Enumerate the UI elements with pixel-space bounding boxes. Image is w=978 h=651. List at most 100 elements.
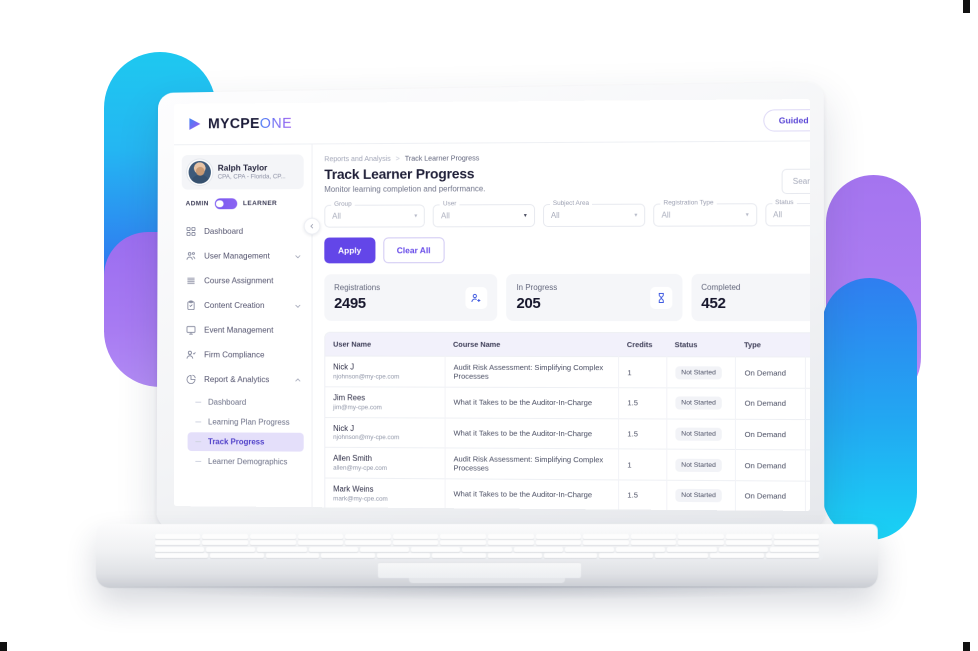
- sidebar-subitem-label: Learner Demographics: [208, 457, 288, 467]
- filter-subject-area[interactable]: Subject Area All ▾: [542, 199, 646, 228]
- switch-knob: [216, 199, 224, 208]
- grid-icon: [186, 226, 197, 237]
- tree-dash-icon: [195, 421, 202, 423]
- cell-type: On Demand: [735, 356, 806, 389]
- cell-credits: 1: [618, 448, 667, 481]
- cell-credits: 1.5: [618, 418, 667, 450]
- chevron-down-icon: [294, 252, 302, 260]
- column-header-course-name[interactable]: Course Name: [445, 332, 619, 357]
- filter-user[interactable]: User All ▾: [433, 200, 535, 228]
- profile-name: Ralph Taylor: [217, 162, 268, 173]
- column-header-user-name[interactable]: User Name: [325, 332, 446, 357]
- list-icon: [186, 275, 197, 286]
- status-badge: Not Started: [675, 489, 722, 503]
- filter-registration-type[interactable]: Registration Type All ▾: [653, 199, 757, 227]
- sidebar-subitem-label: Track Progress: [208, 437, 265, 447]
- users-icon: [186, 251, 197, 262]
- search-input[interactable]: Search: [781, 168, 811, 195]
- cell-course-name: What it Takes to be the Auditor-In-Charg…: [445, 387, 619, 419]
- sidebar-item-content-creation[interactable]: Content Creation: [174, 293, 312, 318]
- stat-label: Completed: [701, 282, 741, 292]
- brand-logo[interactable]: MYCPEONE: [188, 115, 292, 132]
- column-header-type[interactable]: Type: [735, 333, 806, 357]
- sidebar-subitem-learner-demographics[interactable]: Learner Demographics: [188, 452, 304, 471]
- table-row[interactable]: Jim Rees jim@my-cpe.com What it Takes to …: [325, 386, 811, 420]
- filter-group[interactable]: Group All ▾: [324, 200, 426, 228]
- sidebar-item-event-management[interactable]: Event Management: [174, 318, 312, 343]
- filter-value: All: [661, 210, 671, 220]
- filter-value: All: [332, 211, 341, 221]
- page-header-row: Track Learner Progress Monitor learning …: [324, 160, 811, 196]
- sidebar-item-label: Report & Analytics: [204, 375, 270, 385]
- sidebar-item-user-management[interactable]: User Management: [174, 244, 312, 269]
- app-window: MYCPEONE Guided Product Ralph Taylor CPA…: [174, 99, 811, 511]
- sidebar-item-course-assignment[interactable]: Course Assignment: [174, 268, 312, 293]
- clipboard-icon: [186, 300, 197, 311]
- chevron-down-icon: ▾: [523, 213, 527, 220]
- sidebar-item-firm-compliance[interactable]: Firm Compliance: [174, 342, 312, 367]
- sidebar-item-label: User Management: [204, 251, 270, 261]
- stat-card-completed: Completed 452: [691, 273, 811, 322]
- sidebar-subitem-label: Learning Plan Progress: [208, 417, 290, 427]
- breadcrumb-parent[interactable]: Reports and Analysis: [324, 153, 391, 164]
- column-header-credits[interactable]: Credits: [618, 333, 667, 357]
- filter-label: Subject Area: [549, 199, 593, 208]
- cell-user-email: mark@my-cpe.com: [333, 494, 388, 503]
- laptop-shadow: [120, 586, 860, 600]
- sidebar-item-label: Course Assignment: [204, 276, 274, 286]
- guided-product-button[interactable]: Guided Product: [763, 108, 811, 132]
- profile-card[interactable]: Ralph Taylor CPA, CPA - Florida, CP...: [181, 154, 304, 190]
- tree-dash-icon: [195, 460, 202, 462]
- sidebar-collapse-button[interactable]: [303, 217, 321, 235]
- status-badge: Not Started: [675, 458, 722, 472]
- cell-registration: Assigne: [805, 356, 811, 389]
- chevron-down-icon: [294, 302, 302, 310]
- role-toggle[interactable]: ADMIN LEARNER: [174, 189, 312, 217]
- sidebar-item-label: Event Management: [204, 325, 274, 335]
- app-topbar: MYCPEONE Guided Product: [174, 99, 811, 146]
- clear-all-button[interactable]: Clear All: [382, 237, 445, 264]
- sidebar-subitem-learning-plan-progress[interactable]: Learning Plan Progress: [188, 413, 304, 432]
- cell-course-name: Audit Risk Assessment: Simplifying Compl…: [445, 447, 619, 480]
- sidebar-subnav: Dashboard Learning Plan Progress Track P…: [174, 393, 312, 472]
- status-badge: Not Started: [675, 365, 722, 379]
- role-label-learner: LEARNER: [242, 200, 278, 208]
- play-triangle-logo-icon: [189, 118, 201, 130]
- sidebar-item-dashboard[interactable]: Dashboard: [174, 219, 312, 244]
- chevron-down-icon: ▾: [745, 212, 749, 219]
- cell-course-name: What it Takes to be the Auditor-In-Charg…: [445, 478, 619, 511]
- cell-type: On Demand: [735, 388, 806, 420]
- sidebar-subitem-track-progress[interactable]: Track Progress: [187, 432, 304, 452]
- filter-bar: Group All ▾ User All ▾ Subject Area All ▾: [324, 199, 811, 228]
- chevron-up-icon: [294, 376, 302, 384]
- role-switch[interactable]: [214, 198, 238, 210]
- table-row[interactable]: Allen Smith allen@my-cpe.com Audit Risk A…: [325, 447, 811, 482]
- filter-actions: Apply Clear All: [324, 236, 810, 264]
- filter-status[interactable]: Status All: [764, 199, 811, 227]
- column-header-registration[interactable]: Registra: [805, 333, 811, 358]
- cell-type: On Demand: [735, 480, 806, 511]
- status-badge: Not Started: [675, 427, 722, 441]
- cell-registration: Assigne: [805, 481, 811, 511]
- apply-button[interactable]: Apply: [324, 237, 376, 264]
- filter-value: All: [773, 210, 783, 220]
- cell-registration: Assigne: [805, 419, 811, 451]
- column-header-status[interactable]: Status: [666, 333, 736, 357]
- cell-user-name: Nick J: [333, 362, 355, 372]
- cell-credits: 1.5: [618, 479, 667, 511]
- sidebar-subitem-dashboard[interactable]: Dashboard: [188, 393, 304, 412]
- cell-type: On Demand: [735, 418, 806, 450]
- cell-user-name: Jim Rees: [333, 393, 366, 403]
- role-label-admin: ADMIN: [185, 200, 209, 208]
- table-row[interactable]: Mark Weins mark@my-cpe.com What it Takes …: [325, 478, 811, 511]
- cell-credits: 1.5: [618, 387, 667, 419]
- logo-main-text: MYCPE: [208, 115, 260, 132]
- sidebar-item-report-analytics[interactable]: Report & Analytics: [174, 367, 312, 392]
- status-badge: Not Started: [675, 396, 722, 410]
- laptop-trackpad: [377, 561, 581, 579]
- filter-label: Status: [772, 199, 797, 207]
- learner-progress-table: User Name Course Name Credits Status Typ…: [324, 331, 811, 511]
